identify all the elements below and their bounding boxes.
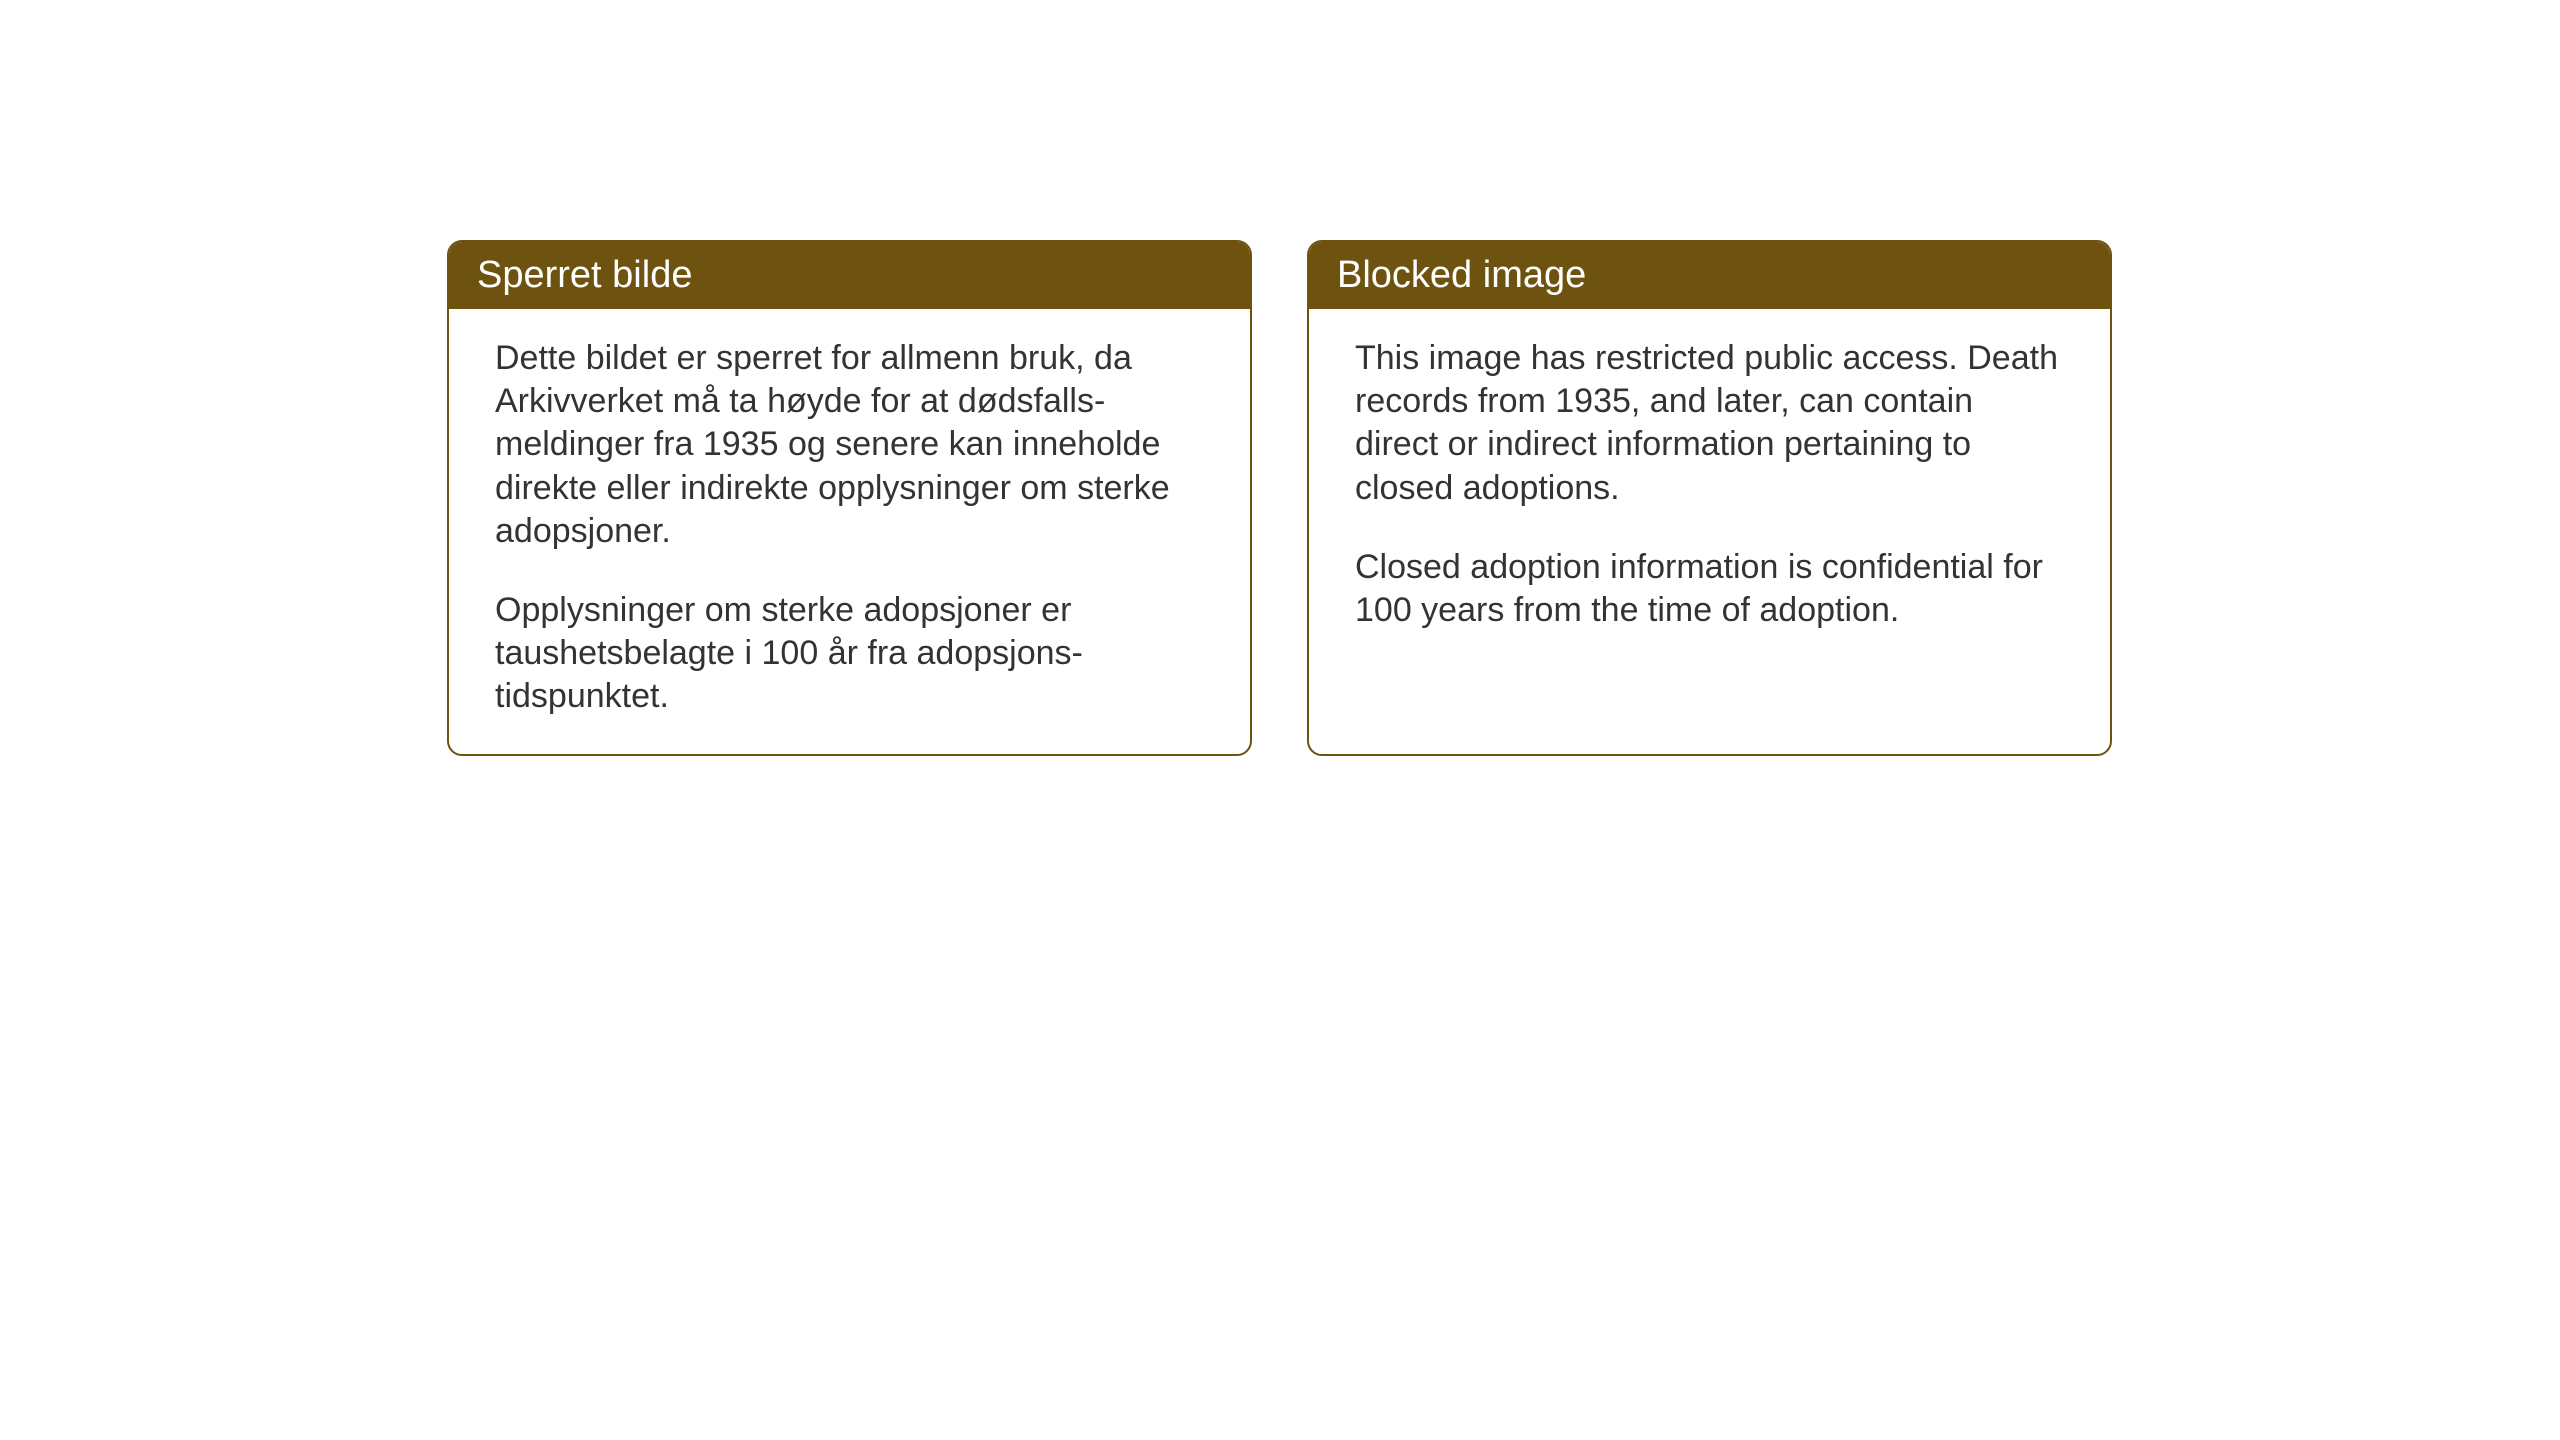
english-card-header: Blocked image xyxy=(1309,242,2110,309)
english-card-title: Blocked image xyxy=(1337,254,1586,296)
cards-container: Sperret bilde Dette bildet er sperret fo… xyxy=(447,240,2112,756)
english-paragraph-2: Closed adoption information is confident… xyxy=(1355,546,2064,632)
norwegian-paragraph-2: Opplysninger om sterke adopsjoner er tau… xyxy=(495,589,1204,719)
english-card: Blocked image This image has restricted … xyxy=(1307,240,2112,756)
norwegian-paragraph-1: Dette bildet er sperret for allmenn bruk… xyxy=(495,337,1204,553)
norwegian-card: Sperret bilde Dette bildet er sperret fo… xyxy=(447,240,1252,756)
english-card-body: This image has restricted public access.… xyxy=(1309,309,2110,668)
norwegian-card-body: Dette bildet er sperret for allmenn bruk… xyxy=(449,309,1250,754)
english-paragraph-1: This image has restricted public access.… xyxy=(1355,337,2064,510)
norwegian-card-header: Sperret bilde xyxy=(449,242,1250,309)
norwegian-card-title: Sperret bilde xyxy=(477,254,692,296)
